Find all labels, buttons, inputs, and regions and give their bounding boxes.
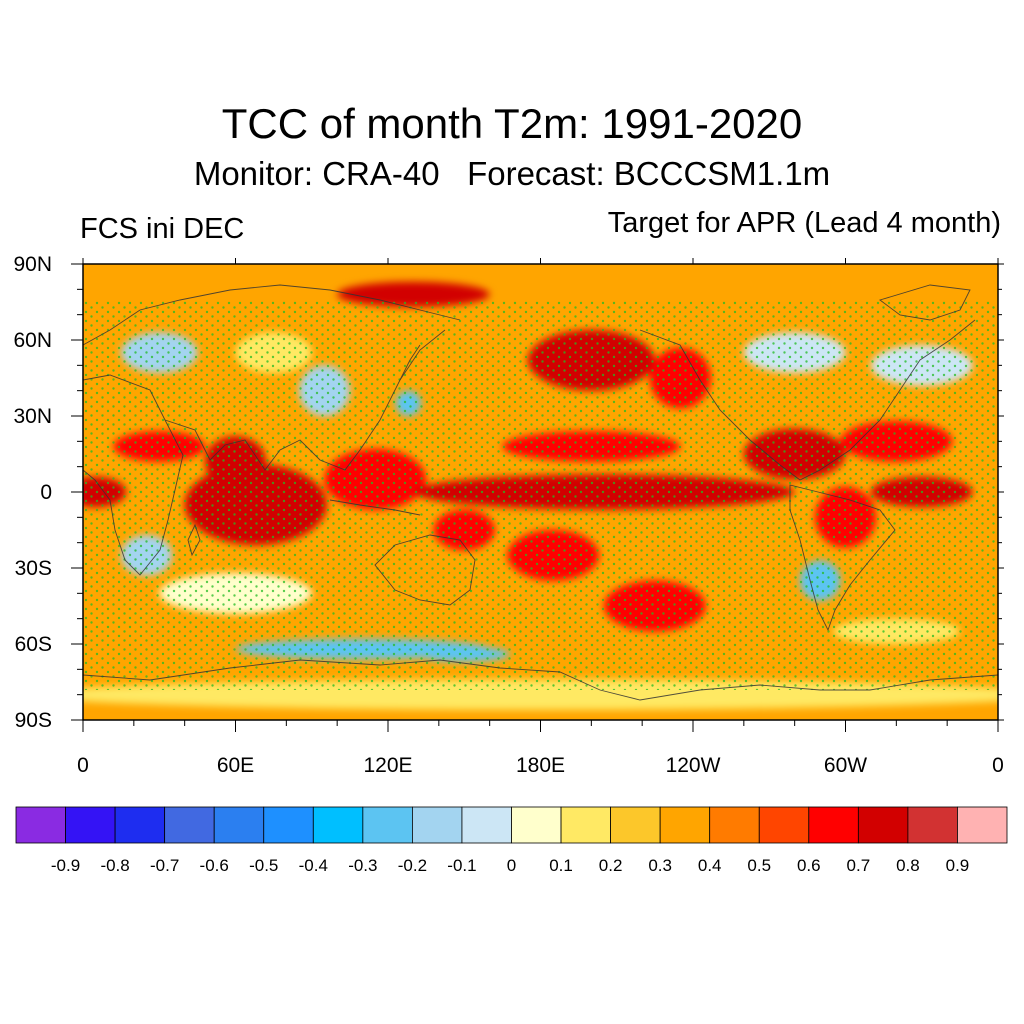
colorbar-label: 0.5 <box>747 856 771 875</box>
y-tick-label: 60N <box>13 329 52 352</box>
plot-area <box>83 264 998 720</box>
axis-ticks <box>71 258 1004 732</box>
colorbar-label: -0.9 <box>51 856 80 875</box>
colorbar-label: -0.6 <box>200 856 229 875</box>
colorbar-box <box>362 806 413 844</box>
colorbar-label: -0.2 <box>398 856 427 875</box>
colorbar-label: 0.1 <box>549 856 573 875</box>
x-tick-label: 0 <box>992 754 1004 777</box>
init-label: FCS ini DEC <box>80 213 245 245</box>
x-tick-label: 60E <box>217 754 254 777</box>
colorbar-box <box>411 806 463 844</box>
y-tick-label: 90S <box>15 709 52 732</box>
colorbar-box <box>65 806 116 844</box>
colorbar-box <box>709 806 760 844</box>
colorbar-box <box>15 806 66 844</box>
colorbar-label: 0.3 <box>648 856 672 875</box>
x-tick-label: 180E <box>516 754 565 777</box>
x-tick-label: 120W <box>666 754 721 777</box>
colorbar-box <box>907 806 958 844</box>
chart-title: TCC of month T2m: 1991-2020 <box>221 100 803 147</box>
y-tick-label: 30S <box>15 557 52 580</box>
colorbar-box <box>213 806 265 844</box>
y-tick-label: 90N <box>13 253 52 276</box>
colorbar-label: 0.4 <box>698 856 722 875</box>
colorbar-label: 0.9 <box>946 856 970 875</box>
colorbar-label: -0.4 <box>299 856 328 875</box>
colorbar-label: 0 <box>507 856 516 875</box>
colorbar-label: 0.2 <box>599 856 623 875</box>
x-tick-label: 60W <box>824 754 867 777</box>
colorbar-label: -0.3 <box>348 856 377 875</box>
y-tick-label: 60S <box>15 633 52 656</box>
colorbar-box <box>659 806 711 844</box>
colorbar-box <box>263 806 314 844</box>
colorbar-label: -0.7 <box>150 856 179 875</box>
colorbar-box <box>511 806 562 844</box>
coastlines <box>83 284 998 701</box>
significance-stipple <box>83 300 998 690</box>
colorbar-label: 0.8 <box>896 856 920 875</box>
colorbar-box <box>758 806 810 844</box>
axis-labels: 90N 60N 30N 0 30S 60S 90S 0 60E 120E 180E 120W 60W 0 <box>13 253 1003 777</box>
x-tick-label: 0 <box>77 754 89 777</box>
colorbar-label: -0.8 <box>100 856 129 875</box>
y-tick-label: 0 <box>40 481 52 504</box>
colorbar-box <box>312 806 364 844</box>
colorbar-box <box>610 806 661 844</box>
x-tick-label: 120E <box>363 754 412 777</box>
colorbar-label: 0.6 <box>797 856 821 875</box>
colorbar-box <box>114 806 166 844</box>
colorbar-box <box>164 806 215 844</box>
colorbar-box <box>957 806 1008 844</box>
y-tick-label: 30N <box>13 405 52 428</box>
colorbar-label: 0.7 <box>847 856 871 875</box>
colorbar-box <box>857 806 909 844</box>
chart-subtitle: Monitor: CRA-40 Forecast: BCCCSM1.1m <box>193 155 831 192</box>
colorbar-label: -0.5 <box>249 856 278 875</box>
target-label: Target for APR (Lead 4 month) <box>607 207 1001 239</box>
colorbar-box <box>808 806 859 844</box>
colorbar-box <box>560 806 611 844</box>
colorbar-box <box>461 806 512 844</box>
colorbar-label: -0.1 <box>447 856 476 875</box>
colorbar: -0.9 -0.8 -0.7 -0.6 -0.5 -0.4 -0.3 -0.2 -0.1 0 0.1… <box>15 806 1008 875</box>
